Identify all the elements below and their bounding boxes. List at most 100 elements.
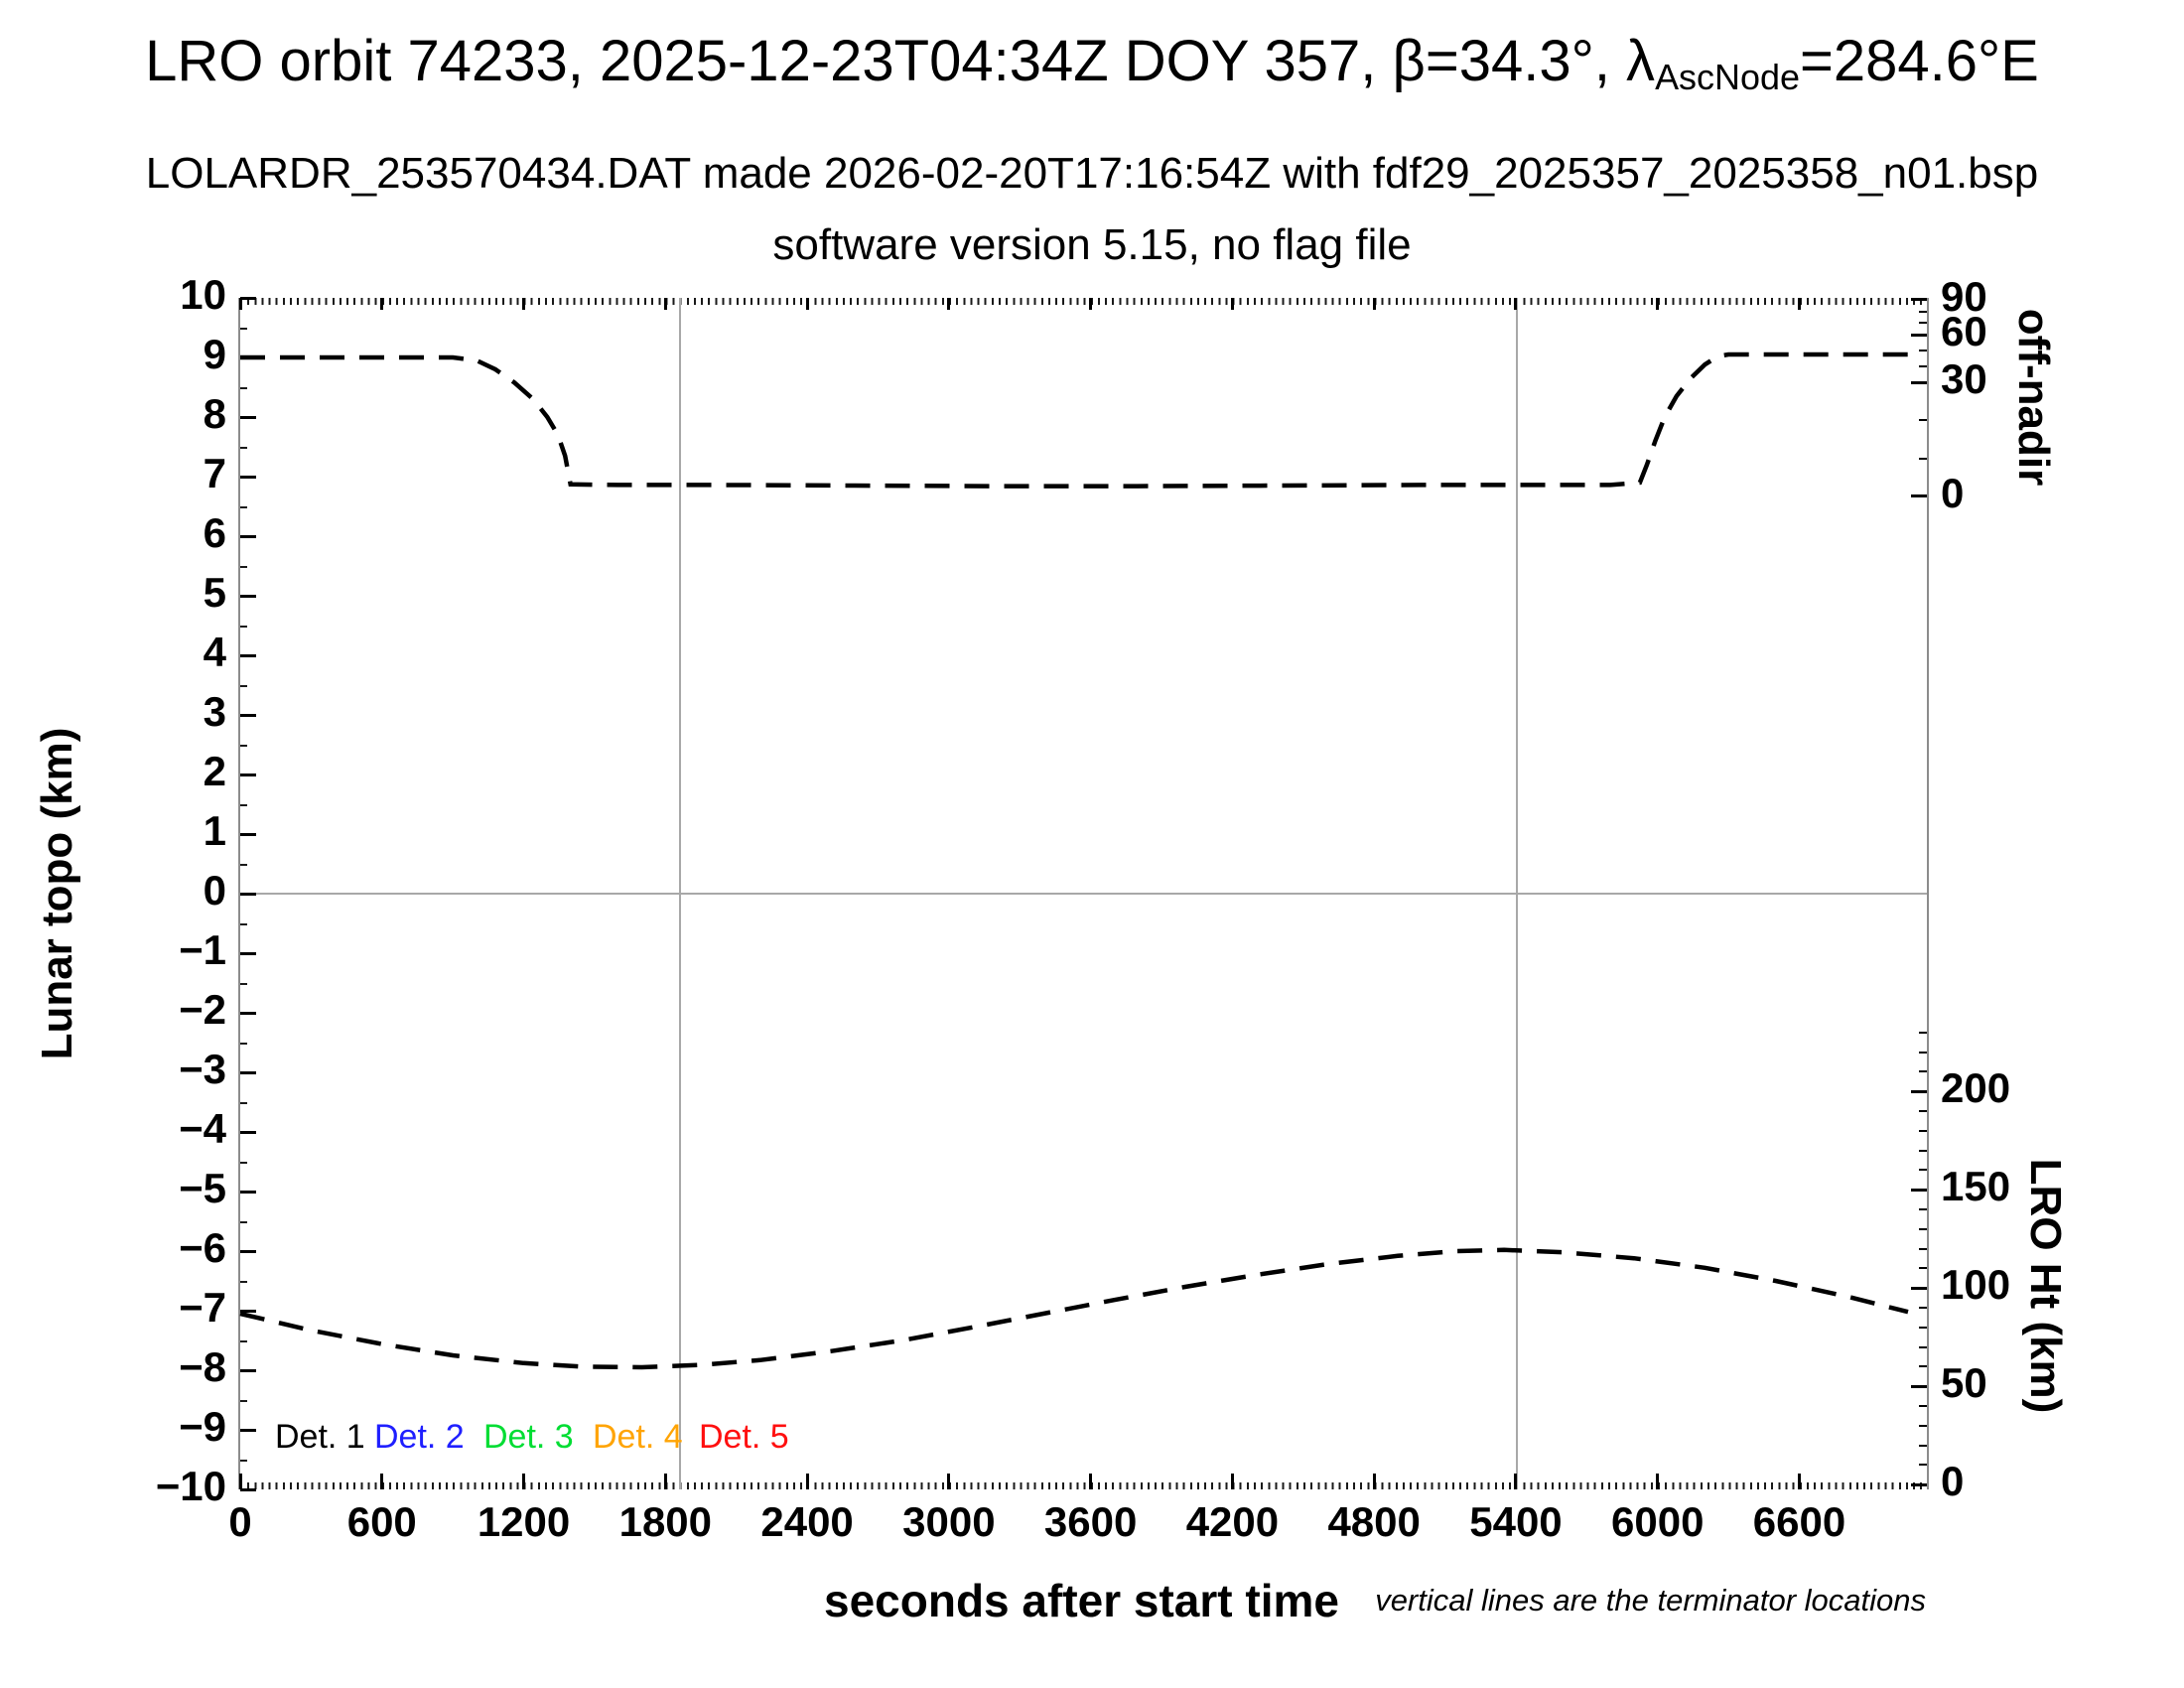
y-left-tick-label: 2	[203, 748, 226, 794]
y-right-bottom-major-tick	[1911, 1384, 1927, 1388]
x-tick-label: 4800	[1327, 1498, 1421, 1545]
x-tick-label: 6000	[1611, 1498, 1705, 1545]
y-right-top-major-tick	[1911, 494, 1927, 498]
y-right-bottom-minor-tick	[1919, 1307, 1927, 1309]
y-right-bottom-minor-tick	[1919, 1405, 1927, 1407]
y-left-major-tick	[240, 296, 256, 300]
x-major-tick-top	[1798, 298, 1801, 310]
y-left-major-tick	[240, 1070, 256, 1074]
y-left-major-tick	[240, 832, 256, 836]
x-major-tick-bottom	[1656, 1474, 1660, 1489]
y-left-tick-label: −7	[179, 1284, 226, 1331]
x-tick-label: 600	[346, 1498, 417, 1545]
y-left-major-tick	[240, 1428, 256, 1432]
y-left-tick-label: −2	[179, 986, 226, 1033]
y-right-bottom-minor-tick	[1919, 1345, 1927, 1348]
x-major-tick-top	[238, 298, 242, 310]
y-left-major-tick	[240, 1249, 256, 1253]
y-left-major-tick	[240, 475, 256, 479]
y-left-tick-label: −1	[179, 926, 226, 973]
y-right-top-minor-tick	[1919, 365, 1927, 368]
y-right-bottom-tick-label: 200	[1941, 1064, 2011, 1112]
x-major-tick-bottom	[805, 1474, 809, 1489]
y-left-major-tick	[240, 534, 256, 538]
y-right-bottom-major-tick	[1911, 1482, 1927, 1486]
legend-item-5: Det. 5	[699, 1418, 789, 1456]
y-left-major-tick	[240, 1487, 256, 1491]
y-axis-label-lunar-topo: Lunar topo (km)	[33, 727, 81, 1060]
y-left-major-tick	[240, 773, 256, 776]
y-right-bottom-minor-tick	[1919, 1149, 1927, 1152]
y-left-tick-label: 5	[203, 569, 226, 616]
y-left-tick-label: 7	[203, 450, 226, 496]
y-left-major-tick	[240, 594, 256, 598]
y-right-bottom-minor-tick	[1919, 1169, 1927, 1172]
x-tick-label: 3000	[902, 1498, 996, 1545]
x-tick-label: 2400	[760, 1498, 854, 1545]
y-right-top-minor-tick	[1919, 322, 1927, 325]
y-right-bottom-minor-tick	[1919, 1424, 1927, 1427]
y-left-major-tick	[240, 1190, 256, 1194]
y-left-tick-label: −10	[155, 1463, 226, 1509]
y-right-top-tick-label: 60	[1941, 308, 1987, 355]
x-major-tick-bottom	[663, 1474, 667, 1489]
terminator-line	[678, 298, 681, 1489]
y-right-bottom-minor-tick	[1919, 1267, 1927, 1270]
x-axis-label: seconds after start time	[824, 1575, 1339, 1626]
x-major-tick-bottom	[1372, 1474, 1376, 1489]
y-left-tick-label: 0	[203, 867, 226, 914]
curve-off-nadir	[240, 352, 1913, 489]
x-tick-label: 3600	[1043, 1498, 1138, 1545]
y-right-top-major-tick	[1911, 380, 1927, 384]
subtitle-data-file: LOLARDR_253570434.DAT made 2026-02-20T17…	[145, 149, 2039, 198]
y-left-tick-label: 10	[180, 271, 226, 318]
y-left-tick-label: −5	[179, 1165, 226, 1211]
x-major-tick-top	[522, 298, 526, 310]
y-left-major-tick	[240, 951, 256, 955]
x-major-tick-bottom	[238, 1474, 242, 1489]
y-left-tick-label: 9	[203, 331, 226, 377]
legend-item-2: Det. 2	[374, 1418, 465, 1456]
plot-area: 0 600 1200 1800 2400 3000 3600 4200 4800 5400 6000…	[156, 271, 2010, 1544]
y-left-major-tick	[240, 415, 256, 419]
title-part2: =284.6°E	[1799, 29, 2039, 93]
y-left-tick-label: 8	[203, 390, 226, 437]
x-major-tick-bottom	[1089, 1474, 1093, 1489]
y-right-bottom-tick-label: 0	[1941, 1458, 1965, 1505]
y-left-major-tick	[240, 713, 256, 717]
x-major-tick-bottom	[1798, 1474, 1801, 1489]
legend-item-3: Det. 3	[483, 1418, 574, 1456]
page-title: LRO orbit 74233, 2025-12-23T04:34Z DOY 3…	[0, 28, 2184, 98]
y-right-bottom-minor-tick	[1919, 1247, 1927, 1250]
x-minor-ticks-top	[240, 298, 1927, 305]
x-minor-ticks-bottom	[240, 1482, 1927, 1489]
y-right-top-major-tick	[1911, 333, 1927, 337]
y-left-tick-label: 1	[203, 807, 226, 854]
x-major-tick-top	[805, 298, 809, 310]
y-left-major-tick	[240, 892, 256, 896]
y-right-bottom-minor-tick	[1919, 1227, 1927, 1230]
terminator-line	[1516, 298, 1519, 1489]
terminator-footnote: vertical lines are the terminator locati…	[1375, 1583, 1926, 1618]
x-major-tick-top	[663, 298, 667, 310]
x-tick-label: 5400	[1469, 1498, 1563, 1545]
y-left-tick-label: −4	[179, 1105, 226, 1152]
y-right-bottom-minor-tick	[1919, 1070, 1927, 1073]
y-left-tick-label: 6	[203, 509, 226, 556]
x-major-tick-bottom	[1230, 1474, 1234, 1489]
title-part1: LRO orbit 74233, 2025-12-23T04:34Z DOY 3…	[145, 29, 1656, 93]
x-major-tick-top	[380, 298, 384, 310]
y-right-bottom-minor-tick	[1919, 1464, 1927, 1467]
y-left-major-tick	[240, 1368, 256, 1372]
y-right-bottom-major-tick	[1911, 1188, 1927, 1192]
y-right-bottom-minor-tick	[1919, 1444, 1927, 1447]
data-curves	[239, 352, 1913, 1370]
y-right-bottom-minor-tick	[1919, 1031, 1927, 1034]
y-right-top-tick-label: 90	[1941, 272, 1987, 320]
y-left-tick-label: 3	[203, 688, 226, 735]
y-right-bottom-major-tick	[1911, 1089, 1927, 1093]
y-right-bottom-minor-tick	[1919, 1208, 1927, 1210]
x-major-tick-top	[1514, 298, 1518, 310]
y-left-major-tick	[240, 1130, 256, 1134]
x-major-tick-top	[1656, 298, 1660, 310]
